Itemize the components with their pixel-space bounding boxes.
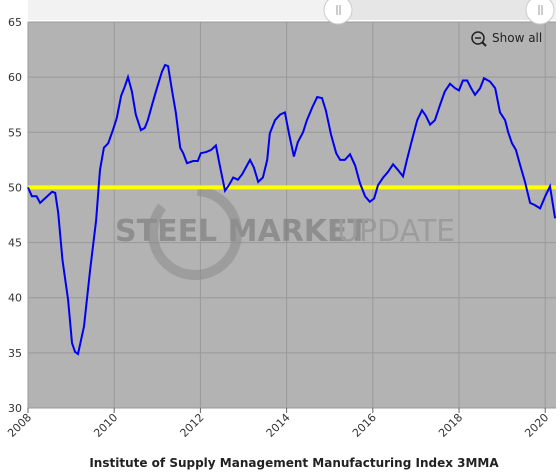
x-tick-label: 2020 (522, 411, 551, 440)
x-tick-label: 2010 (91, 411, 120, 440)
data-line (27, 63, 557, 356)
x-tick-label: 2016 (350, 411, 379, 440)
y-tick-label: 65 (8, 16, 22, 29)
watermark-bold: STEEL MARKET (115, 214, 369, 249)
watermark-logo (148, 186, 242, 280)
y-tick-label: 40 (8, 292, 22, 305)
navigator-handle[interactable] (525, 0, 555, 25)
x-tick-label: 2008 (5, 411, 34, 440)
x-tick-label: 2014 (264, 411, 293, 440)
navigator (28, 0, 556, 25)
plot-area (28, 22, 556, 408)
navigator-handle[interactable] (323, 0, 353, 25)
x-tick-label: 2018 (436, 411, 465, 440)
navigator-window[interactable] (338, 0, 540, 20)
y-tick-label: 60 (8, 71, 22, 84)
y-tick-label: 55 (8, 126, 22, 139)
zoom-icon (471, 31, 485, 45)
y-tick-label: 30 (8, 402, 22, 415)
y-tick-label: 50 (8, 181, 22, 194)
zoom-icon-handle (481, 41, 487, 47)
chart-title: Institute of Supply Management Manufactu… (89, 456, 499, 470)
watermark: STEEL MARKET UPDATE (115, 186, 455, 280)
y-tick-label: 45 (8, 237, 22, 250)
show-all-label[interactable]: Show all (492, 31, 542, 45)
x-tick-label: 2012 (178, 411, 207, 440)
y-tick-label: 35 (8, 347, 22, 360)
watermark-light: UPDATE (337, 214, 455, 249)
show-all-button[interactable]: Show all (471, 31, 542, 47)
